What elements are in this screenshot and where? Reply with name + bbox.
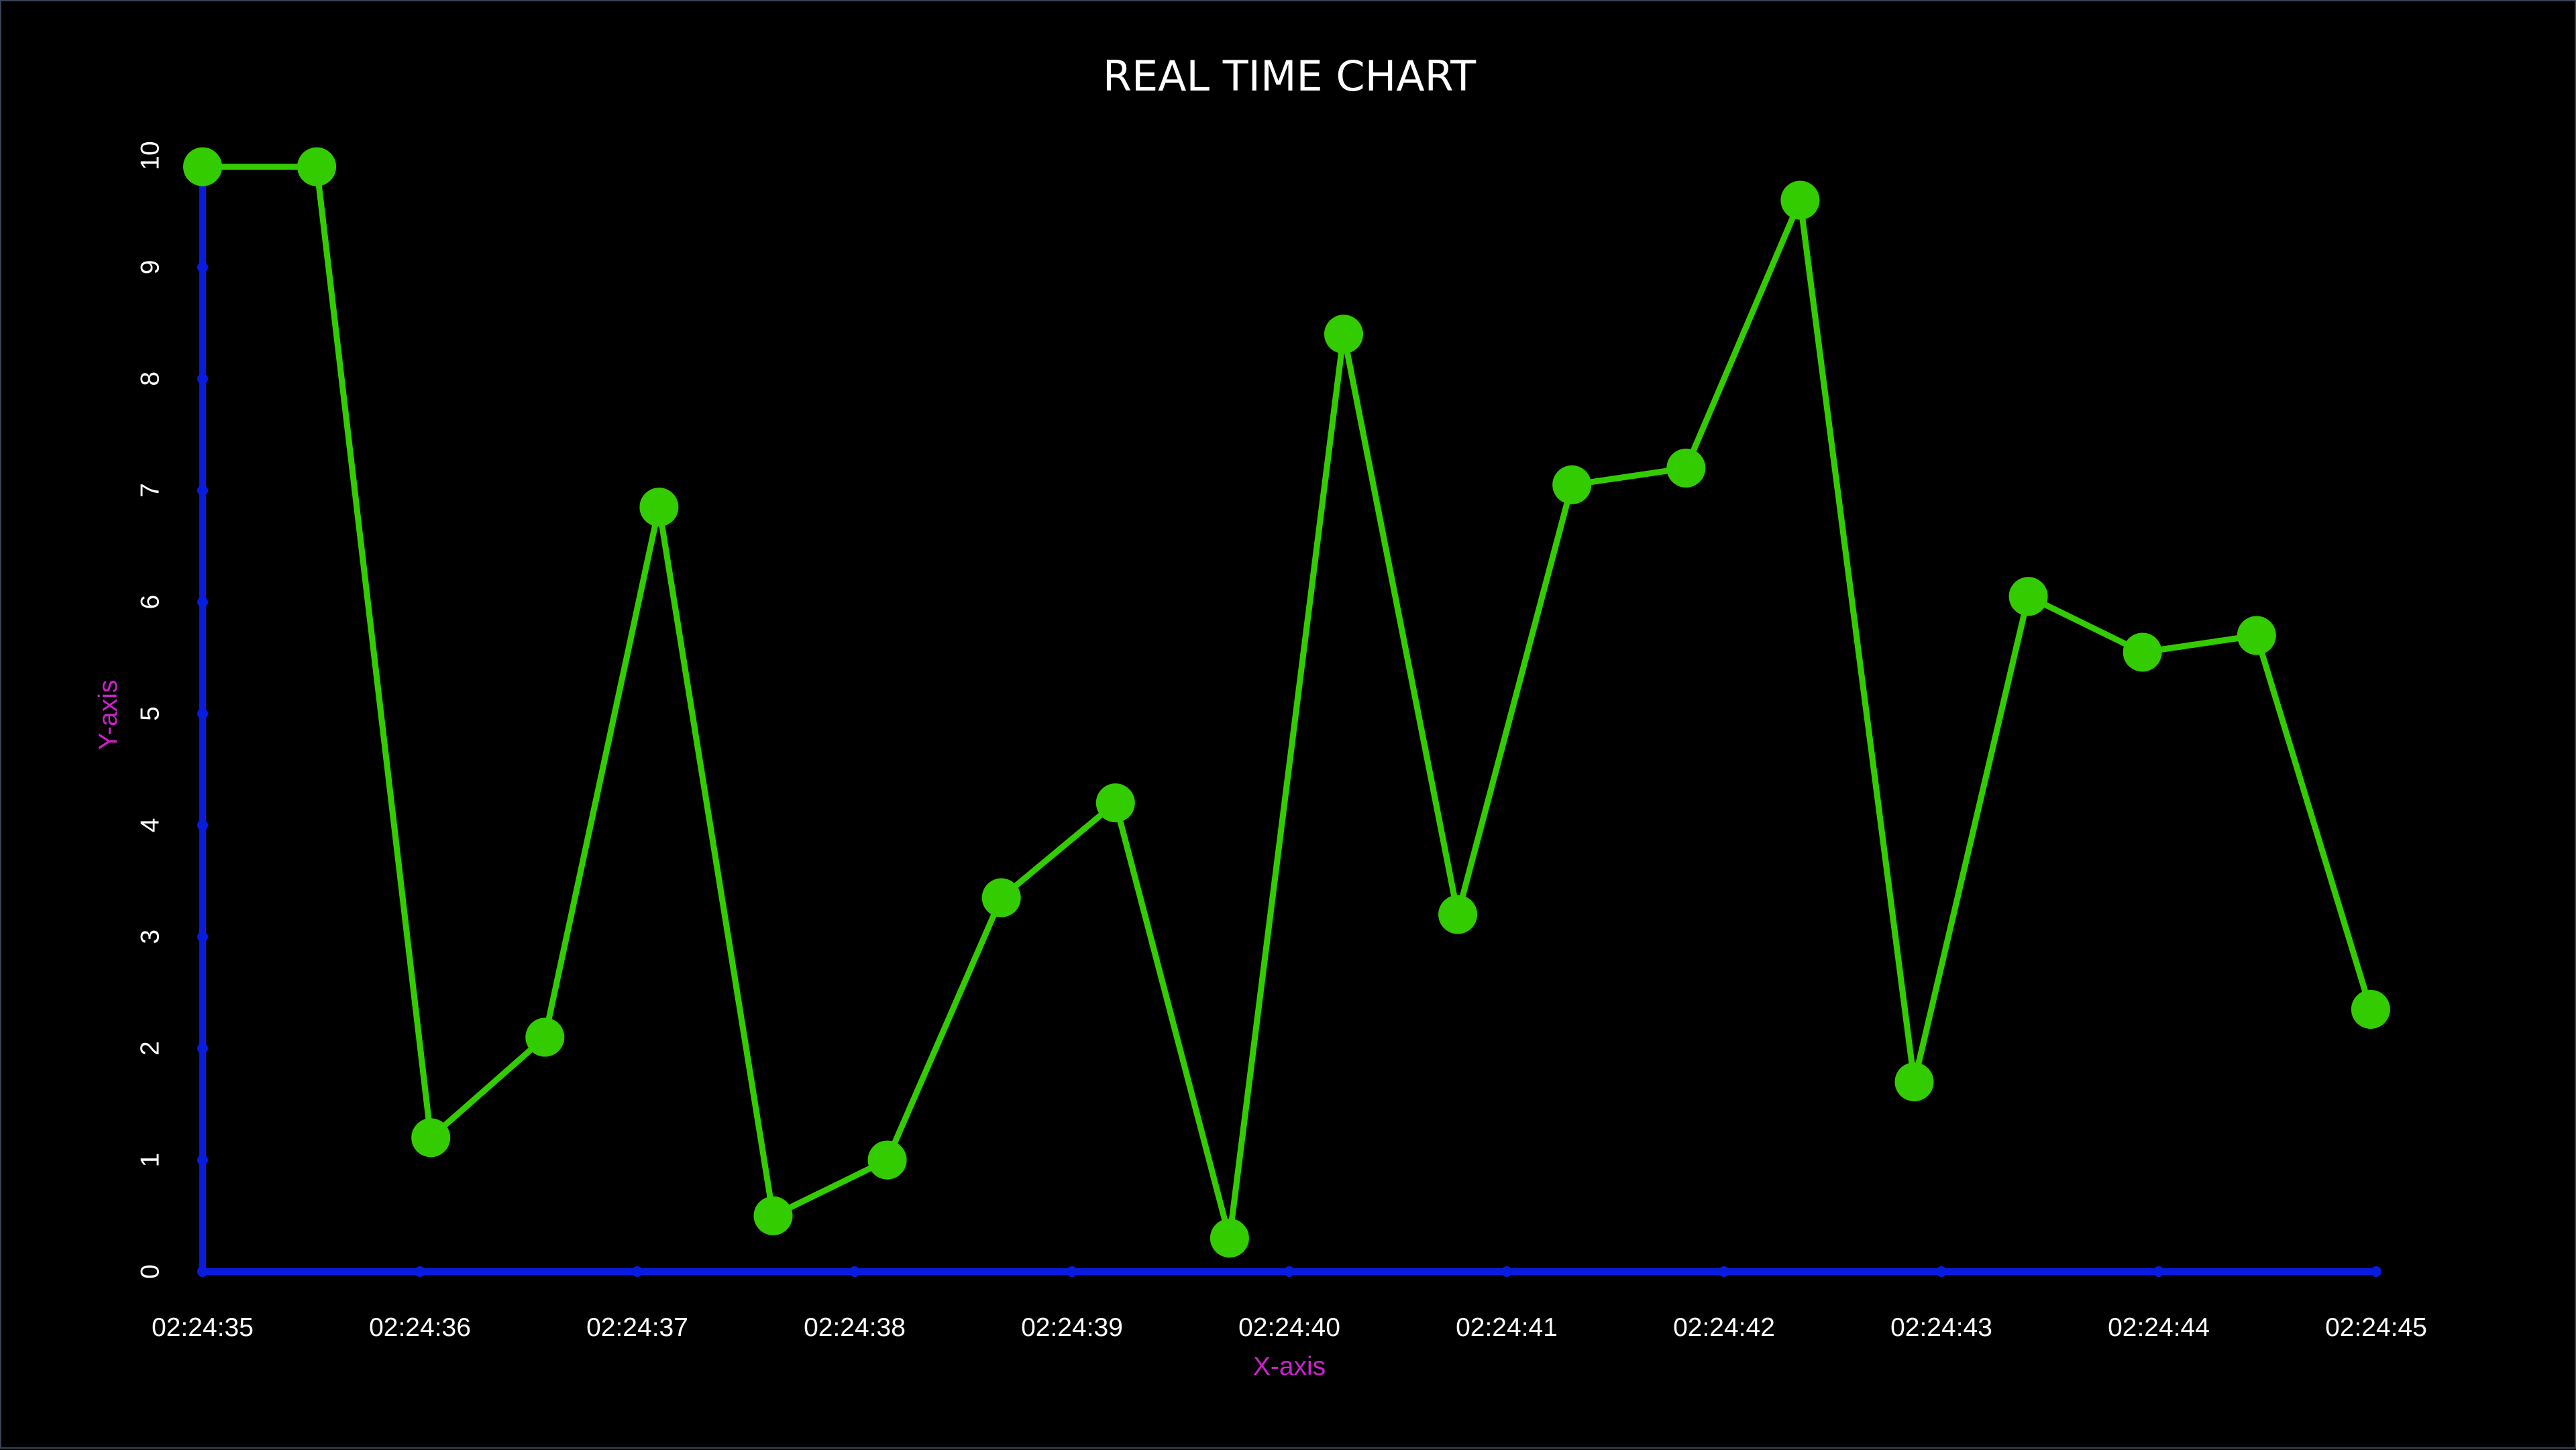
x-tick-label-10: 02:24:45	[2325, 1313, 2427, 1342]
y-tick-label-9: 9	[136, 260, 165, 275]
data-point-11[interactable]	[1438, 895, 1478, 934]
x-tick-mark-10	[2371, 1266, 2381, 1277]
x-tick-labels: 02:24:35 02:24:36 02:24:37 02:24:38 02:24:39…	[152, 1313, 2427, 1342]
x-tick-marks	[197, 1266, 2381, 1277]
x-tick-mark-4	[1067, 1266, 1077, 1277]
y-tick-mark-8	[197, 373, 208, 384]
y-tick-label-7: 7	[136, 483, 165, 498]
series-group	[183, 147, 2390, 1258]
data-point-1[interactable]	[297, 147, 337, 186]
y-tick-label-8: 8	[136, 372, 165, 386]
y-tick-label-1: 1	[136, 1153, 165, 1168]
x-tick-mark-9	[2153, 1266, 2164, 1277]
y-axis-label: Y-axis	[94, 680, 123, 750]
x-tick-label-1: 02:24:36	[369, 1313, 471, 1342]
y-tick-label-10: 10	[136, 141, 165, 170]
x-tick-mark-2	[632, 1266, 643, 1277]
y-tick-labels: 0 1 2 3 4 5 6 7 8 9 10	[136, 141, 165, 1279]
data-point-8[interactable]	[1095, 783, 1135, 823]
data-point-0[interactable]	[183, 147, 222, 186]
data-point-2[interactable]	[411, 1118, 451, 1158]
x-tick-label-0: 02:24:35	[152, 1313, 254, 1342]
y-tick-mark-3	[197, 931, 208, 942]
x-tick-label-6: 02:24:41	[1456, 1313, 1558, 1342]
y-tick-label-2: 2	[136, 1041, 165, 1056]
x-tick-label-3: 02:24:38	[804, 1313, 906, 1342]
y-tick-mark-1	[197, 1154, 208, 1166]
y-tick-label-4: 4	[136, 818, 165, 833]
y-tick-mark-6	[197, 596, 208, 608]
x-axis-label: X-axis	[1253, 1352, 1326, 1381]
data-point-7[interactable]	[981, 878, 1021, 917]
x-tick-label-8: 02:24:43	[1890, 1313, 1992, 1342]
axes	[199, 169, 2376, 1275]
data-point-19[interactable]	[2351, 989, 2390, 1029]
y-tick-label-0: 0	[136, 1264, 165, 1279]
x-tick-label-5: 02:24:40	[1238, 1313, 1340, 1342]
x-tick-label-2: 02:24:37	[586, 1313, 688, 1342]
data-point-18[interactable]	[2237, 616, 2276, 655]
y-tick-mark-7	[197, 485, 208, 496]
x-tick-label-4: 02:24:39	[1021, 1313, 1123, 1342]
x-tick-label-9: 02:24:44	[2108, 1313, 2210, 1342]
data-point-15[interactable]	[1894, 1062, 1934, 1102]
x-tick-mark-5	[1284, 1266, 1295, 1277]
data-point-3[interactable]	[525, 1017, 565, 1057]
data-point-13[interactable]	[1666, 448, 1706, 488]
x-tick-mark-1	[415, 1266, 425, 1277]
x-tick-mark-8	[1936, 1266, 1947, 1277]
data-point-9[interactable]	[1210, 1219, 1249, 1258]
y-tick-mark-2	[197, 1043, 208, 1054]
y-tick-label-5: 5	[136, 706, 165, 721]
y-tick-marks	[197, 150, 208, 1277]
data-point-5[interactable]	[753, 1196, 793, 1235]
x-tick-mark-0	[197, 1266, 208, 1277]
series-line-0	[199, 164, 2374, 1241]
x-tick-label-7: 02:24:42	[1673, 1313, 1775, 1342]
y-tick-label-6: 6	[136, 595, 165, 610]
data-point-17[interactable]	[2123, 632, 2162, 672]
data-point-10[interactable]	[1324, 315, 1363, 354]
x-tick-mark-3	[849, 1266, 860, 1277]
y-tick-mark-4	[197, 820, 208, 831]
data-point-16[interactable]	[2008, 577, 2048, 616]
x-tick-mark-7	[1719, 1266, 1729, 1277]
y-tick-mark-9	[197, 262, 208, 273]
x-tick-mark-6	[1501, 1266, 1512, 1277]
y-tick-label-3: 3	[136, 930, 165, 944]
y-tick-mark-5	[197, 708, 208, 719]
chart-title: REAL TIME CHART	[1103, 52, 1477, 101]
data-point-14[interactable]	[1780, 180, 1820, 220]
data-point-6[interactable]	[867, 1140, 907, 1180]
data-point-4[interactable]	[639, 488, 679, 527]
data-point-12[interactable]	[1552, 465, 1592, 504]
